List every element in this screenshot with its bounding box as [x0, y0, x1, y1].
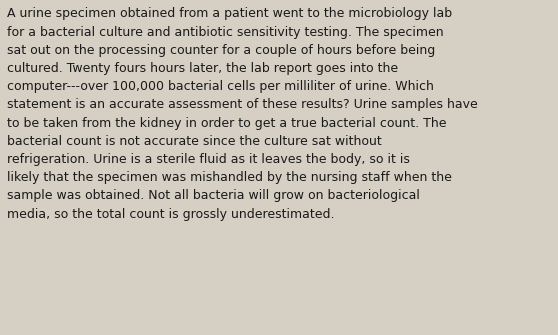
Text: A urine specimen obtained from a patient went to the microbiology lab
for a bact: A urine specimen obtained from a patient…: [7, 7, 478, 220]
